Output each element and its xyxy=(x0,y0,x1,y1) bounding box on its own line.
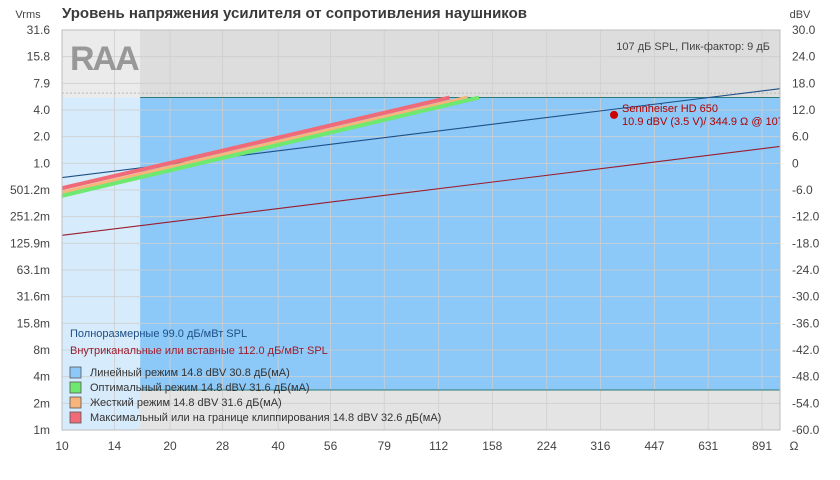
region-low-impedance-zone xyxy=(62,97,141,430)
marker-point xyxy=(610,110,619,119)
legend-header-2: Внутриканальные или вставные 112.0 дБ/мВ… xyxy=(70,345,328,357)
y-right-tick-label: 6.0 xyxy=(792,130,809,144)
y-right-tick-label: -30.0 xyxy=(792,290,820,304)
series-line-3 xyxy=(62,95,450,191)
y-right-tick-label: -36.0 xyxy=(792,316,820,330)
series-line-4 xyxy=(62,95,469,195)
y-right-tick-label: -54.0 xyxy=(792,396,820,410)
y-right-unit: dBV xyxy=(790,9,811,21)
y-left-tick-label: 31.6m xyxy=(17,290,50,304)
y-left-tick-label: 1m xyxy=(33,423,50,437)
y-left-tick-label: 63.1m xyxy=(17,263,50,277)
y-right-tick-label: -6.0 xyxy=(792,183,813,197)
x-tick-label: 20 xyxy=(163,439,177,453)
y-left-tick-label: 125.9m xyxy=(10,236,50,250)
legend-swatch xyxy=(69,411,82,424)
y-right-tick-label: 0 xyxy=(792,156,799,170)
legend: Полноразмерные 99.0 дБ/мВт SPL Внутрикана… xyxy=(69,328,441,424)
legend-label: Максимальный или на границе клиппировани… xyxy=(90,412,441,424)
legend-swatch xyxy=(69,381,82,394)
marker-label-value: 10.9 dBV (3.5 V)/ 344.9 Ω @ 107 xyxy=(622,116,784,128)
logo: RAA xyxy=(70,40,139,78)
x-tick-label: 28 xyxy=(216,439,230,453)
series-group xyxy=(62,88,780,236)
y-left-tick-label: 4m xyxy=(33,370,50,384)
y-left-tick-label: 15.8 xyxy=(27,50,51,64)
y-right-tick-label: -24.0 xyxy=(792,263,820,277)
region-upper-left-overlay xyxy=(62,30,141,98)
x-tick-label: 112 xyxy=(429,439,448,453)
legend-label: Линейный режим 14.8 dBV 30.8 дБ(мА) xyxy=(90,367,290,379)
legend-header-1: Полноразмерные 99.0 дБ/мВт SPL xyxy=(70,328,247,340)
series-line-2 xyxy=(62,145,780,236)
y-right-tick-label: -18.0 xyxy=(792,236,820,250)
y-left-tick-label: 251.2m xyxy=(10,210,50,224)
y-left-tick-label: 7.9 xyxy=(33,76,50,90)
x-tick-label: 14 xyxy=(108,439,122,453)
legend-swatch xyxy=(69,396,82,409)
x-tick-label: 56 xyxy=(324,439,338,453)
y-right-tick-label: -12.0 xyxy=(792,210,820,224)
y-right-tick-label: 12.0 xyxy=(792,103,816,117)
y-left-tick-label: 15.8m xyxy=(17,316,50,330)
plot-area: RAA 107 дБ SPL, Пик-фактор: 9 дБ Sennheise… xyxy=(61,29,784,431)
y-left-tick-label: 4.0 xyxy=(33,103,50,117)
x-unit-label: Ω xyxy=(790,439,799,453)
y-left-tick-label: 501.2m xyxy=(10,183,50,197)
marker-label-title: Sennheiser HD 650 xyxy=(622,103,718,115)
x-tick-label: 316 xyxy=(590,439,610,453)
x-tick-label: 79 xyxy=(378,439,392,453)
x-tick-label: 10 xyxy=(55,439,69,453)
x-tick-label: 224 xyxy=(537,439,557,453)
y-left-tick-label: 2m xyxy=(33,396,50,410)
chart-title: Уровень напряжения усилителя от сопротив… xyxy=(62,5,527,22)
legend-label: Оптимальный режим 14.8 dBV 31.6 дБ(мА) xyxy=(90,382,310,394)
legend-label: Жесткий режим 14.8 dBV 31.6 дБ(мА) xyxy=(90,397,282,409)
y-left-unit: Vrms xyxy=(15,9,41,21)
y-left-tick-label: 2.0 xyxy=(33,130,50,144)
series-line-5 xyxy=(62,95,480,198)
x-tick-label: 631 xyxy=(698,439,718,453)
y-right-tick-label: -60.0 xyxy=(792,423,820,437)
region-upper-overlay xyxy=(140,30,781,98)
x-tick-label: 158 xyxy=(482,439,502,453)
y-right-tick-label: 18.0 xyxy=(792,76,816,90)
y-left-tick-label: 1.0 xyxy=(33,156,50,170)
x-tick-label: 891 xyxy=(752,439,772,453)
x-tick-label: 447 xyxy=(644,439,664,453)
x-tick-label: 40 xyxy=(271,439,285,453)
y-right-tick-label: -42.0 xyxy=(792,343,820,357)
y-left-tick-label: 8m xyxy=(33,343,50,357)
y-left-tick-label: 31.6 xyxy=(27,23,51,37)
y-right-tick-label: 24.0 xyxy=(792,50,816,64)
legend-swatch xyxy=(69,366,82,379)
region-lower-gray-zone xyxy=(62,390,780,430)
y-right-tick-label: -48.0 xyxy=(792,370,820,384)
corner-note: 107 дБ SPL, Пик-фактор: 9 дБ xyxy=(616,41,770,53)
y-right-tick-label: 30.0 xyxy=(792,23,816,37)
plot-border xyxy=(61,29,781,431)
